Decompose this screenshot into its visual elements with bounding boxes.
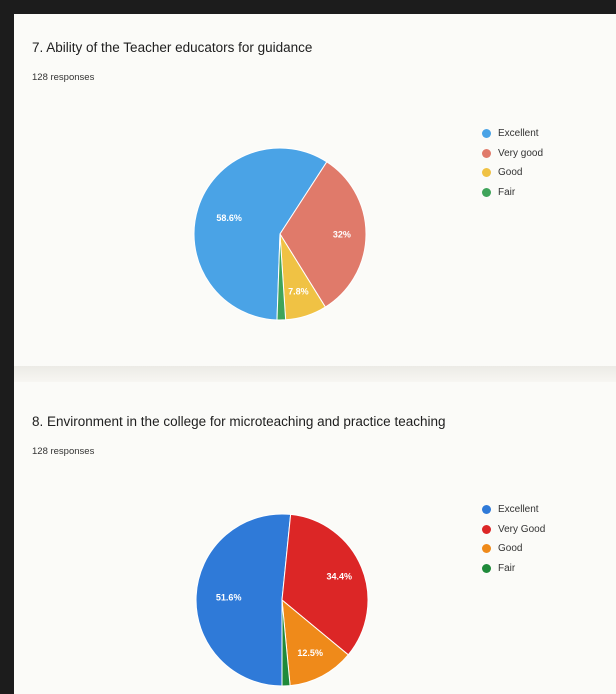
pie-slice-excellent bbox=[193, 147, 328, 321]
question-card-8: 8. Environment in the college for microt… bbox=[14, 386, 616, 694]
pie-chart: 51.6% 34.4% 12.5% bbox=[195, 513, 369, 687]
legend-item: Good bbox=[482, 163, 543, 183]
legend-label: Good bbox=[498, 167, 523, 179]
legend-color-dot-icon bbox=[482, 524, 491, 534]
legend-label: Very Good bbox=[498, 523, 546, 535]
slice-data-label: 7.8% bbox=[288, 286, 309, 296]
legend-item: Very Good bbox=[482, 520, 545, 540]
legend-color-dot-icon bbox=[482, 187, 491, 197]
response-count: 128 responses bbox=[32, 72, 95, 83]
section-divider bbox=[14, 366, 616, 382]
legend-color-dot-icon bbox=[482, 148, 491, 158]
legend-color-dot-icon bbox=[482, 505, 491, 515]
legend-item: Very good bbox=[482, 144, 543, 164]
pie-slice-very-good bbox=[281, 513, 369, 656]
slice-data-label: 34.4% bbox=[327, 572, 353, 582]
legend-item: Excellent bbox=[482, 124, 543, 144]
legend-label: Very good bbox=[498, 147, 544, 159]
slice-data-label: 51.6% bbox=[216, 592, 242, 602]
pie-chart: 58.6% 32% 7.8% bbox=[193, 147, 367, 321]
legend-item: Fair bbox=[482, 559, 545, 579]
legend-label: Fair bbox=[498, 562, 516, 574]
legend-label: Good bbox=[498, 543, 523, 555]
legend-item: Fair bbox=[482, 183, 543, 203]
slice-data-label: 32% bbox=[333, 230, 351, 240]
legend-color-dot-icon bbox=[482, 129, 491, 139]
chart-legend: Excellent Very good Good Fair bbox=[482, 124, 543, 202]
legend-item: Good bbox=[482, 539, 545, 559]
legend-color-dot-icon bbox=[482, 563, 491, 573]
pie-slice-fair bbox=[276, 233, 287, 321]
slice-data-label: 58.6% bbox=[216, 213, 242, 223]
legend-color-dot-icon bbox=[482, 168, 491, 178]
question-card-7: 7. Ability of the Teacher educators for … bbox=[14, 14, 616, 364]
legend-label: Excellent bbox=[498, 504, 539, 516]
legend-label: Excellent bbox=[498, 128, 539, 140]
legend-item: Excellent bbox=[482, 500, 545, 520]
legend-label: Fair bbox=[498, 186, 516, 198]
chart-legend: Excellent Very Good Good Fair bbox=[482, 500, 545, 578]
pie-slice-good bbox=[281, 598, 349, 687]
slice-data-label: 12.5% bbox=[297, 648, 323, 658]
question-title: 8. Environment in the college for microt… bbox=[32, 414, 446, 429]
question-title: 7. Ability of the Teacher educators for … bbox=[32, 40, 313, 55]
pie-slice-very-good bbox=[279, 161, 367, 308]
survey-summary-page: 7. Ability of the Teacher educators for … bbox=[14, 14, 616, 694]
legend-color-dot-icon bbox=[482, 544, 491, 554]
pie-slice-fair bbox=[281, 599, 291, 687]
pie-slice-excellent bbox=[195, 513, 292, 687]
response-count: 128 responses bbox=[32, 446, 95, 457]
